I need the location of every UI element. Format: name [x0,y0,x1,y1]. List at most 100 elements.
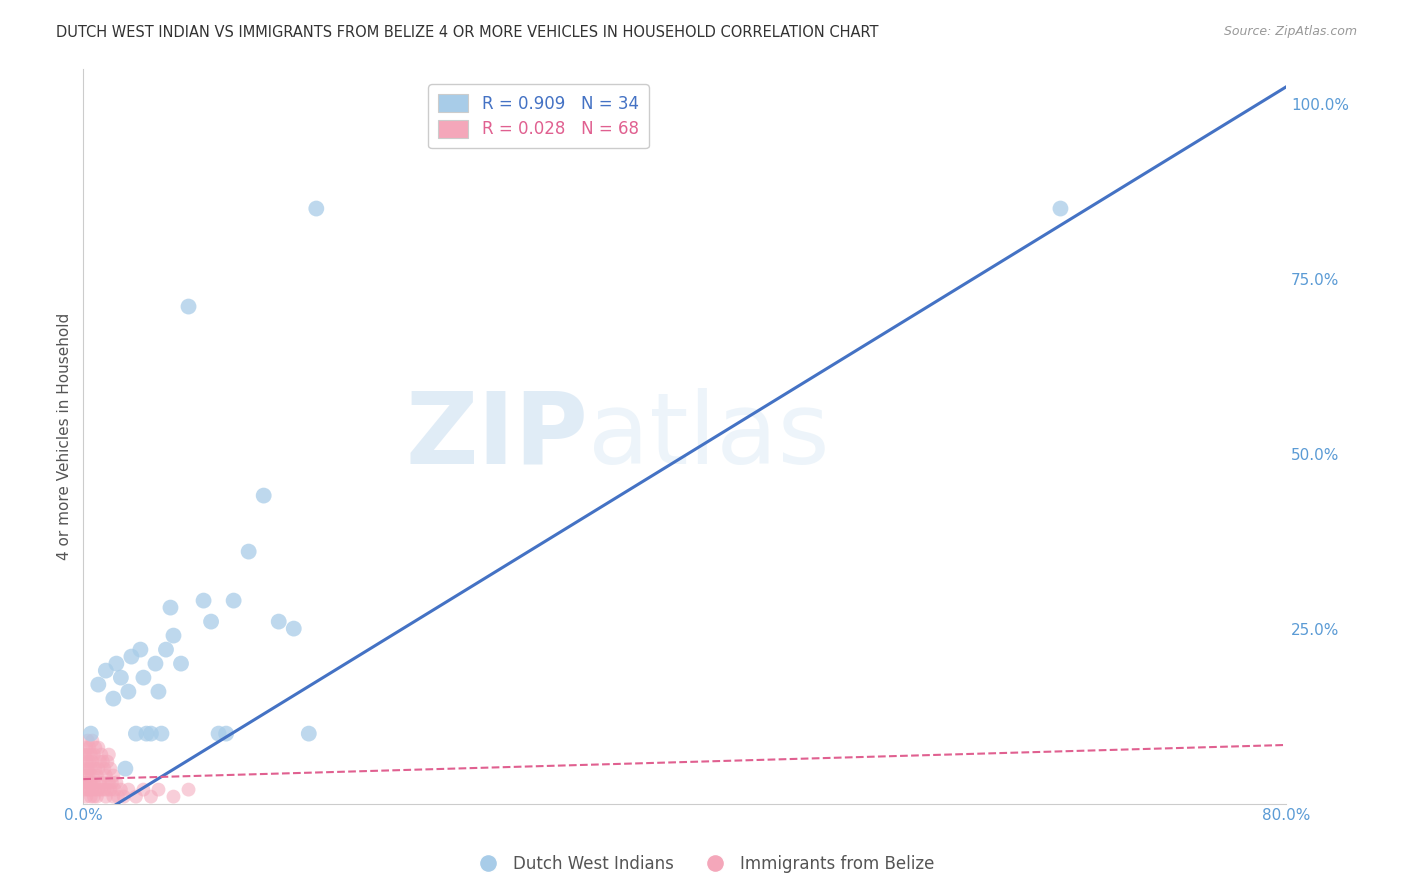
Point [110,782,132,797]
Point [215,726,238,740]
Point [79,740,101,755]
Point [75,740,97,755]
Point [96,782,118,797]
Point [162,789,184,804]
Point [139,726,162,740]
Point [148,782,170,797]
Point [170,657,193,671]
Point [73,782,96,797]
Point [94,789,117,804]
Point [91,755,114,769]
Point [83,747,105,762]
Point [145,657,167,671]
Point [82,769,104,783]
Point [76,762,98,776]
Point [132,782,155,797]
Point [101,775,124,789]
Point [222,593,245,607]
Point [84,740,107,755]
Point [103,789,125,804]
Point [105,657,128,671]
Text: DUTCH WEST INDIAN VS IMMIGRANTS FROM BELIZE 4 OR MORE VEHICLES IN HOUSEHOLD CORR: DUTCH WEST INDIAN VS IMMIGRANTS FROM BEL… [56,25,879,40]
Point [135,726,157,740]
Point [76,733,98,747]
Point [73,762,96,776]
Point [238,544,260,558]
Text: atlas: atlas [589,387,830,484]
Point [98,782,121,797]
Point [104,782,127,797]
Point [103,769,125,783]
Y-axis label: 4 or more Vehicles in Household: 4 or more Vehicles in Household [58,312,72,559]
Point [75,789,97,804]
Point [177,300,200,314]
Point [76,747,98,762]
Text: ZIP: ZIP [405,387,589,484]
Point [80,747,103,762]
Point [283,622,305,636]
Point [84,782,107,797]
Point [253,489,276,503]
Point [76,769,98,783]
Point [98,762,121,776]
Point [103,691,125,706]
Point [79,782,101,797]
Point [93,782,115,797]
Point [87,782,110,797]
Point [117,782,139,797]
Point [117,684,139,698]
Point [305,202,328,216]
Point [200,615,222,629]
Point [80,762,103,776]
Point [86,769,108,783]
Point [94,664,117,678]
Text: Source: ZipAtlas.com: Source: ZipAtlas.com [1223,25,1357,38]
Point [132,671,155,685]
Point [97,747,120,762]
Point [82,782,104,797]
Point [75,755,97,769]
Point [162,629,184,643]
Point [129,642,152,657]
Point [139,789,162,804]
Point [86,789,108,804]
Point [79,755,101,769]
Point [298,726,321,740]
Point [80,726,103,740]
Point [97,775,120,789]
Point [79,775,101,789]
Point [76,782,98,797]
Point [73,775,96,789]
Point [150,726,173,740]
Point [91,775,114,789]
Point [125,789,148,804]
Point [148,684,170,698]
Point [177,782,200,797]
Point [80,789,103,804]
Point [89,775,111,789]
Point [75,769,97,783]
Point [114,762,136,776]
Point [87,762,110,776]
Point [82,755,104,769]
Point [120,649,142,664]
Point [193,593,215,607]
Point [1049,202,1071,216]
Point [94,769,117,783]
Point [83,775,105,789]
Point [125,726,148,740]
Point [112,789,135,804]
Point [87,677,110,691]
Point [89,755,111,769]
Point [96,755,118,769]
Point [73,747,96,762]
Point [87,740,110,755]
Point [110,671,132,685]
Point [207,726,229,740]
Point [75,775,97,789]
Point [107,789,129,804]
Point [267,615,290,629]
Point [155,642,177,657]
Point [93,762,115,776]
Point [83,789,105,804]
